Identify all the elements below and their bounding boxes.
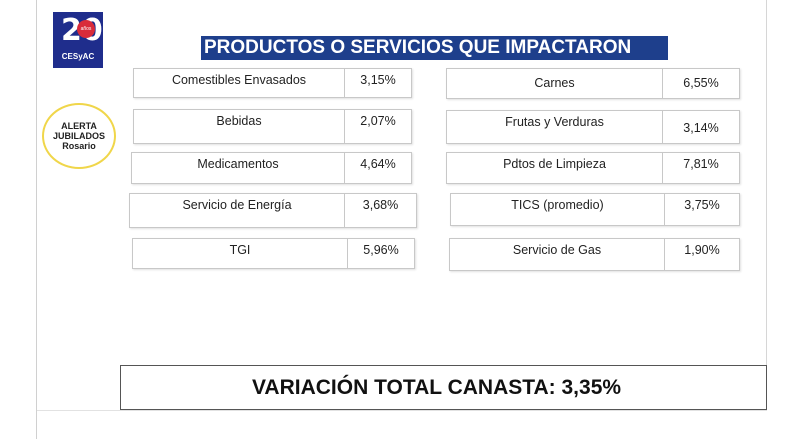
item-value: 6,55% bbox=[683, 76, 719, 90]
item-tgi: TGI 5,96% bbox=[132, 238, 415, 269]
total-variation-box: VARIACIÓN TOTAL CANASTA: 3,35% bbox=[120, 365, 767, 410]
item-value: 4,64% bbox=[360, 157, 396, 171]
logo-line-2: JUBILADOS bbox=[52, 131, 105, 141]
item-gas: Servicio de Gas 1,90% bbox=[449, 238, 740, 271]
page-right-border bbox=[766, 0, 767, 410]
item-energia: Servicio de Energía 3,68% bbox=[129, 193, 417, 228]
page-bottom-border bbox=[37, 410, 767, 411]
item-label: Frutas y Verduras bbox=[447, 111, 663, 143]
alerta-jubilados-logo: ALERTA JUBILADOS Rosario bbox=[42, 103, 116, 169]
item-frutas: Frutas y Verduras 3,14% bbox=[446, 110, 740, 144]
item-label: Medicamentos bbox=[132, 153, 345, 183]
item-value: 1,90% bbox=[684, 243, 720, 257]
item-value: 3,68% bbox=[362, 198, 399, 212]
item-label: TGI bbox=[133, 239, 348, 268]
item-label: Comestibles Envasados bbox=[134, 69, 345, 97]
item-value: 5,96% bbox=[363, 243, 399, 257]
item-value: 7,81% bbox=[683, 157, 719, 171]
logo-name: CESyAC bbox=[61, 52, 95, 61]
page-left-border bbox=[36, 0, 37, 439]
cesyac-logo: 20 años CESyAC bbox=[53, 12, 103, 68]
item-comestibles: Comestibles Envasados 3,15% bbox=[133, 68, 412, 98]
item-value: 3,15% bbox=[360, 73, 396, 87]
item-value: 3,14% bbox=[683, 121, 719, 135]
logo-badge: años bbox=[77, 20, 95, 38]
item-medicamentos: Medicamentos 4,64% bbox=[131, 152, 412, 184]
item-label: TICS (promedio) bbox=[451, 194, 665, 225]
logo-line-1: ALERTA bbox=[61, 121, 97, 131]
logo-line-3: Rosario bbox=[62, 141, 96, 151]
item-label: Servicio de Energía bbox=[130, 194, 345, 227]
item-label: Carnes bbox=[447, 69, 663, 98]
item-limpieza: Pdtos de Limpieza 7,81% bbox=[446, 152, 740, 184]
item-carnes: Carnes 6,55% bbox=[446, 68, 740, 99]
item-label: Bebidas bbox=[134, 110, 345, 143]
item-value: 3,75% bbox=[684, 198, 720, 212]
item-bebidas: Bebidas 2,07% bbox=[133, 109, 412, 144]
item-label: Pdtos de Limpieza bbox=[447, 153, 663, 183]
item-value: 2,07% bbox=[360, 114, 396, 128]
item-label: Servicio de Gas bbox=[450, 239, 665, 270]
page-title: PRODUCTOS O SERVICIOS QUE IMPACTARON bbox=[201, 36, 668, 60]
total-variation-text: VARIACIÓN TOTAL CANASTA: 3,35% bbox=[251, 375, 622, 399]
item-tics: TICS (promedio) 3,75% bbox=[450, 193, 740, 226]
